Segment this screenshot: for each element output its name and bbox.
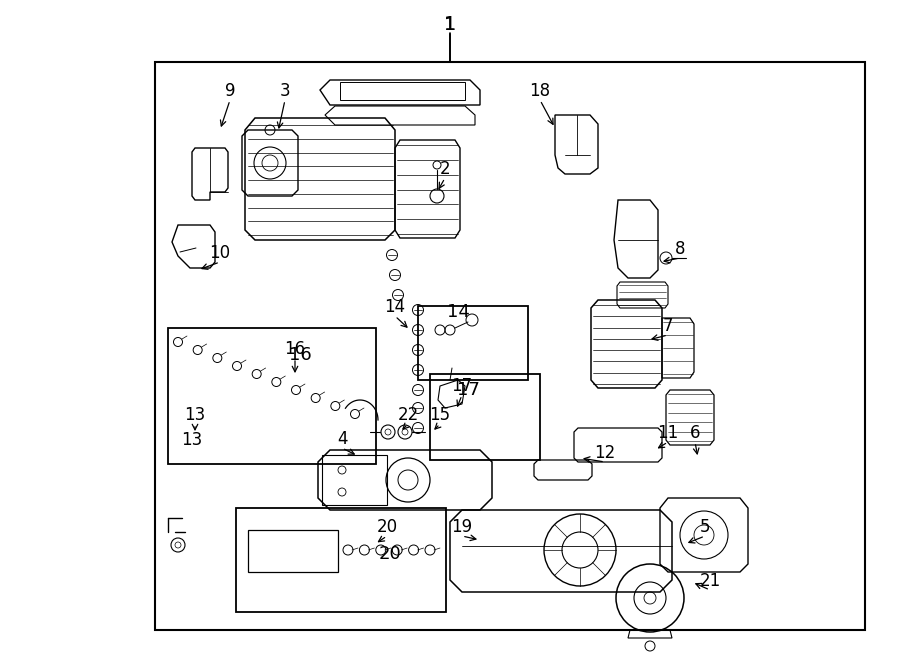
Text: 20: 20 bbox=[379, 545, 401, 563]
Text: 15: 15 bbox=[429, 406, 451, 424]
Text: 16: 16 bbox=[289, 346, 311, 364]
Bar bbox=[168, 328, 376, 464]
Text: 21: 21 bbox=[699, 572, 721, 590]
Text: 11: 11 bbox=[657, 424, 679, 442]
Text: 5: 5 bbox=[700, 518, 710, 536]
Text: 10: 10 bbox=[210, 244, 230, 262]
Bar bbox=[418, 306, 528, 380]
Text: 14: 14 bbox=[384, 298, 406, 316]
Bar bbox=[248, 530, 338, 572]
Text: 8: 8 bbox=[675, 240, 685, 258]
Text: 17: 17 bbox=[452, 377, 472, 395]
Bar bbox=[340, 82, 465, 100]
Bar bbox=[236, 508, 446, 612]
Text: 1: 1 bbox=[444, 15, 456, 34]
Text: 7: 7 bbox=[662, 317, 673, 335]
Text: 12: 12 bbox=[594, 444, 616, 462]
Bar bbox=[155, 62, 865, 630]
Text: 22: 22 bbox=[398, 406, 418, 424]
Text: 13: 13 bbox=[184, 406, 205, 424]
Bar bbox=[322, 455, 387, 505]
Text: 18: 18 bbox=[529, 82, 551, 100]
Text: 14: 14 bbox=[446, 303, 470, 321]
Text: 13: 13 bbox=[182, 431, 202, 449]
Text: 17: 17 bbox=[456, 381, 480, 399]
Text: 19: 19 bbox=[452, 518, 472, 536]
Text: 4: 4 bbox=[337, 430, 347, 448]
Text: 20: 20 bbox=[376, 518, 398, 536]
Text: 6: 6 bbox=[689, 424, 700, 442]
Text: 3: 3 bbox=[280, 82, 291, 100]
Text: 1: 1 bbox=[445, 16, 455, 34]
Bar bbox=[430, 374, 540, 460]
Text: 2: 2 bbox=[440, 160, 450, 178]
Text: 16: 16 bbox=[284, 340, 306, 358]
Text: 9: 9 bbox=[225, 82, 235, 100]
